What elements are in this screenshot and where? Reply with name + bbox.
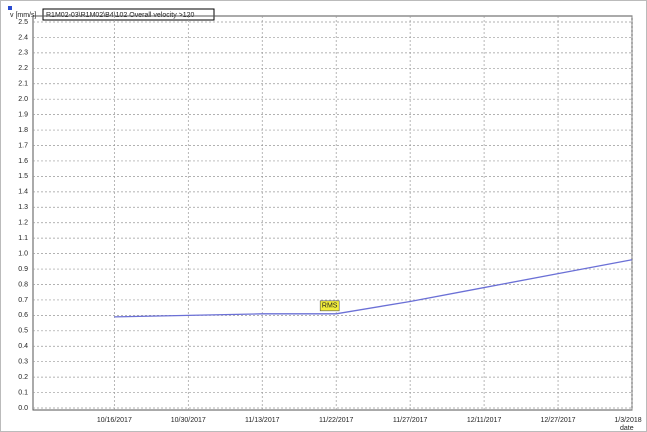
x-tick-label: 11/22/2017: [319, 417, 354, 424]
legend-box: [319, 300, 340, 312]
corner-marker: [8, 6, 12, 10]
x-tick-label: 10/16/2017: [97, 417, 132, 424]
y-tick-label: 0.2: [18, 374, 28, 381]
chart-title: R1M02-03\R1M02\B4\102 Overall velocity >…: [46, 12, 195, 19]
y-tick-label: 0.4: [18, 343, 28, 350]
x-axis-label: date: [620, 425, 634, 432]
x-tick-label: 12/11/2017: [467, 417, 502, 424]
y-tick-label: 1.5: [18, 173, 28, 180]
y-tick-label: 1.2: [18, 220, 28, 227]
y-tick-label: 0.0: [18, 405, 28, 412]
x-tick-label: 10/30/2017: [171, 417, 206, 424]
y-tick-label: 0.6: [18, 312, 28, 319]
y-tick-label: 1.3: [18, 204, 28, 211]
y-tick-label: 1.0: [18, 250, 28, 257]
y-tick-label: 2.4: [18, 34, 28, 41]
title-box: [42, 8, 215, 21]
legend-label: RMS: [322, 303, 338, 310]
y-tick-label: 1.4: [18, 189, 28, 196]
x-tick-label: 12/27/2017: [541, 417, 576, 424]
y-tick-label: 0.8: [18, 281, 28, 288]
y-tick-label: 2.0: [18, 96, 28, 103]
y-tick-label: 0.1: [18, 389, 28, 396]
y-tick-label: 2.5: [18, 19, 28, 26]
y-tick-label: 2.3: [18, 50, 28, 57]
y-tick-label: 1.6: [18, 158, 28, 165]
y-tick-label: 2.2: [18, 65, 28, 72]
x-tick-label: 11/13/2017: [245, 417, 280, 424]
x-tick-label: 11/27/2017: [393, 417, 428, 424]
y-axis-label: v [mm/s]: [10, 12, 36, 19]
y-tick-label: 0.5: [18, 328, 28, 335]
y-tick-label: 1.7: [18, 142, 28, 149]
y-tick-label: 0.7: [18, 297, 28, 304]
y-tick-label: 0.9: [18, 266, 28, 273]
x-tick-label: 1/3/2018: [614, 417, 641, 424]
y-tick-label: 1.8: [18, 127, 28, 134]
y-tick-label: 1.1: [18, 235, 28, 242]
y-tick-label: 0.3: [18, 359, 28, 366]
y-tick-label: 1.9: [18, 111, 28, 118]
data-line: [114, 259, 633, 318]
y-tick-label: 2.1: [18, 81, 28, 88]
